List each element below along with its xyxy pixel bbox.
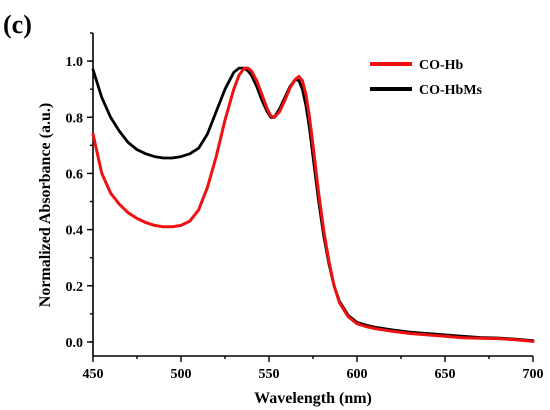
x-tick-label: 550 <box>259 367 280 382</box>
y-tick-label: 0.0 <box>66 336 84 351</box>
x-tick-label: 450 <box>83 367 104 382</box>
x-tick-label: 600 <box>347 367 368 382</box>
x-axis-title: Wavelength (nm) <box>254 390 372 407</box>
plot-area: 450 500 550 600 650 700 0.0 0.2 0.4 0.6 0.8 1.0 <box>66 32 544 382</box>
legend-label-co-hb: CO-Hb <box>419 58 464 73</box>
series-line-co-hb <box>91 66 535 343</box>
y-ticks: 0.0 0.2 0.4 0.6 0.8 1.0 <box>66 32 93 351</box>
y-tick-label: 0.2 <box>66 280 84 295</box>
y-tick-label: 0.8 <box>66 111 84 126</box>
y-tick-label: 0.4 <box>66 224 84 239</box>
y-tick-label: 0.6 <box>66 167 84 182</box>
y-axis-title: Normalized Absorbance (a.u.) <box>37 103 54 307</box>
y-tick-label: 1.0 <box>66 55 84 70</box>
x-tick-label: 700 <box>523 367 544 382</box>
legend: CO-Hb CO-HbMs <box>370 58 483 98</box>
series-layer <box>91 66 535 343</box>
x-tick-label: 500 <box>171 367 192 382</box>
x-ticks: 450 500 550 600 650 700 <box>83 356 544 382</box>
series-line-co-hbms <box>91 66 535 343</box>
panel-label: (c) <box>3 10 32 39</box>
legend-label-co-hbms: CO-HbMs <box>419 83 483 98</box>
x-tick-label: 650 <box>435 367 456 382</box>
